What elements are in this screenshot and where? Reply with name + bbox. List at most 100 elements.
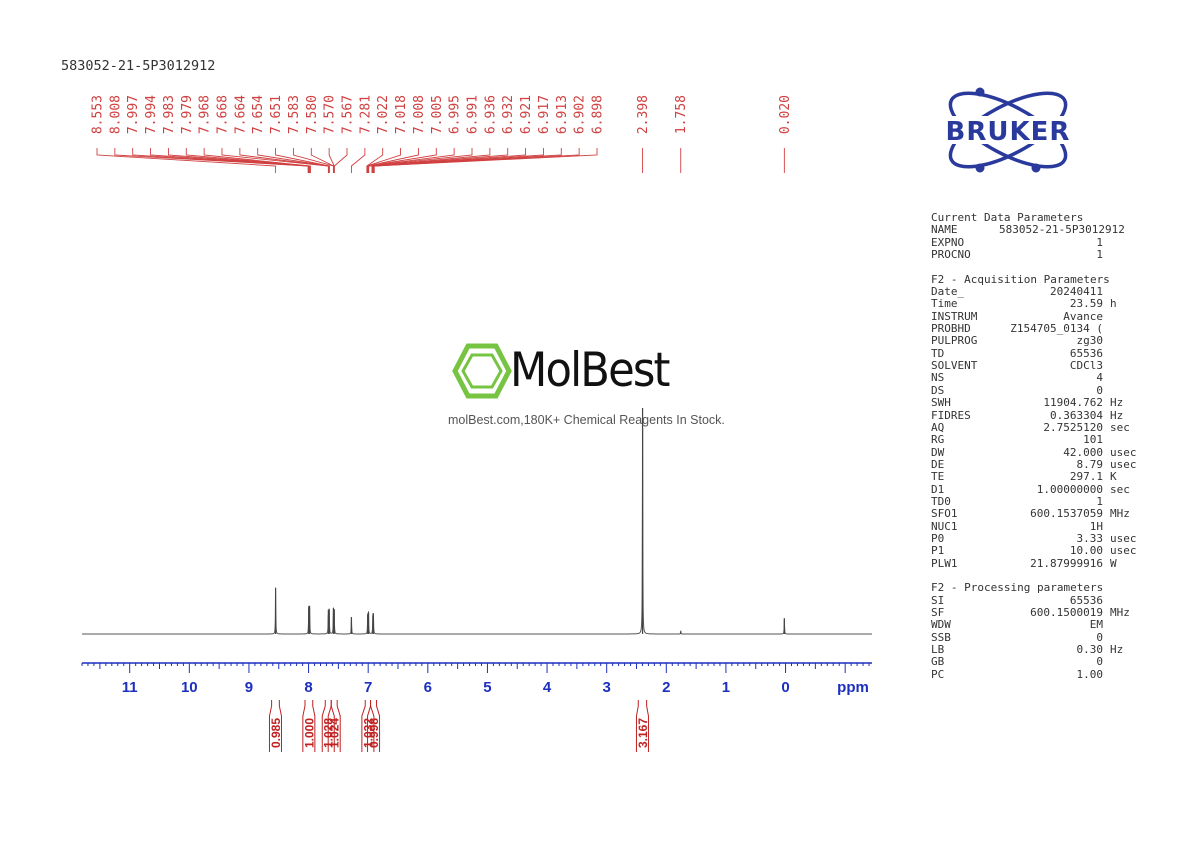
watermark-tagline: molBest.com,180K+ Chemical Reagents In S… [448, 413, 725, 427]
param-value: 600.1500019 [1030, 606, 1103, 619]
param-unit [1103, 323, 1110, 335]
param-value: 3.33 [1076, 531, 1104, 545]
peak-label: 7.008 [412, 95, 427, 134]
param-key: SF [931, 606, 945, 619]
integral-bracket [302, 700, 316, 752]
param-unit [1103, 656, 1110, 668]
peak-label: 7.005 [430, 95, 445, 134]
peak-label-leader [96, 148, 277, 173]
peak-label-leader [292, 148, 334, 173]
peak-label: 6.902 [573, 95, 588, 134]
param-key: FIDRES [931, 408, 971, 422]
sample-name: 583052-21-5P3012912 [61, 58, 216, 74]
param-row: DE 8.79 usec [931, 457, 1141, 471]
peak-label: 7.968 [198, 95, 213, 134]
bruker-logo-text: BRUKER [946, 117, 1071, 147]
peak-label: 8.008 [108, 95, 123, 134]
peak-label: 7.668 [216, 95, 231, 134]
molbest-watermark: MolBest molBest.com,180K+ Chemical Reage… [448, 343, 748, 433]
param-key: GB [931, 655, 945, 669]
param-row: EXPNO 1 [931, 236, 1141, 249]
x-tick-label: 9 [245, 679, 253, 696]
param-row: PULPROG zg30 [931, 334, 1141, 348]
param-unit: W [1110, 556, 1117, 570]
peak-label: 7.022 [376, 95, 391, 134]
peak-label: 6.991 [466, 95, 481, 134]
peak-label-leader [371, 148, 509, 173]
param-value: zg30 [1076, 334, 1104, 348]
param-unit: usec [1110, 544, 1137, 558]
param-unit: usec [1110, 457, 1137, 471]
param-value: 297.1 [1069, 470, 1103, 484]
param-key: PLW1 [931, 556, 958, 570]
param-key: PULPROG [931, 334, 978, 348]
peak-label-leader [185, 148, 311, 173]
peak-label: 6.913 [555, 95, 570, 134]
param-row: SSB 0 [931, 630, 1141, 644]
peak-label-leader [350, 148, 366, 173]
peak-label: 7.651 [269, 95, 284, 134]
peak-label: 7.567 [341, 95, 356, 134]
param-unit [1103, 669, 1110, 681]
param-row: P1 10.00 usec [931, 544, 1141, 558]
param-value: 4 [1096, 371, 1103, 385]
param-unit [1103, 434, 1110, 446]
peak-label: 6.898 [591, 95, 606, 134]
param-row: NUC1 1H [931, 520, 1141, 533]
peak-label: 6.921 [519, 95, 534, 134]
param-key: SWH [931, 396, 951, 410]
param-value: 1.00 [1076, 667, 1104, 681]
param-value: Avance [1063, 309, 1103, 323]
param-row: Time 23.59 h [931, 297, 1141, 311]
param-value: 23.59 [1069, 297, 1103, 311]
param-row: NS 4 [931, 371, 1141, 385]
param-unit: K [1110, 470, 1117, 484]
peak-label-leader [372, 148, 544, 173]
x-tick-label: 6 [424, 679, 432, 696]
param-unit [1103, 311, 1110, 323]
integral-label: 3.167 [636, 718, 650, 748]
param-unit: Hz [1110, 396, 1124, 410]
param-key: SSB [931, 630, 951, 644]
peak-label: 1.758 [674, 95, 689, 134]
peak-label: 7.983 [162, 95, 177, 134]
param-row: Date_ 20240411 [931, 285, 1141, 298]
param-row: AQ 2.7525120 sec [931, 420, 1141, 434]
x-axis: 11 10 9 8 7 6 5 4 3 2 1 0 ppm [81, 662, 872, 696]
param-unit: h [1110, 297, 1117, 311]
param-key: DE [931, 457, 945, 471]
peak-label: 7.570 [323, 95, 338, 134]
param-row: FIDRES 0.363304 Hz [931, 408, 1141, 422]
param-row: SOLVENT CDCl3 [931, 359, 1141, 373]
param-unit: Hz [1110, 408, 1124, 422]
processing-parameters: F2 - Processing parameters SI 65536 SF 600.… [931, 581, 1141, 681]
param-key: P0 [931, 531, 945, 545]
param-row: P0 3.33 usec [931, 531, 1141, 545]
param-value: 583052-21-5P3012912 [999, 223, 1125, 237]
param-row: NAME 583052-21-5P3012912 [931, 223, 1141, 237]
x-tick-label: 2 [662, 679, 670, 696]
param-unit: Hz [1110, 643, 1124, 657]
integral-label: 0.985 [269, 718, 283, 748]
param-value: 65536 [1069, 346, 1103, 360]
param-key: INSTRUM [931, 309, 978, 323]
param-unit [1103, 632, 1110, 644]
param-value: CDCl3 [1069, 359, 1103, 373]
param-key: SI [931, 593, 945, 607]
param-unit [1103, 521, 1110, 533]
param-row: TD0 1 [931, 495, 1141, 508]
param-unit [1103, 385, 1110, 397]
integral-label: 1.028 [322, 718, 336, 748]
param-row: D1 1.00000000 sec [931, 483, 1141, 496]
param-unit: MHz [1110, 507, 1130, 521]
param-value: 8.79 [1076, 457, 1104, 471]
param-row: WDW EM [931, 618, 1141, 631]
spectrum-trace [82, 427, 872, 635]
param-unit [1103, 335, 1110, 347]
param-key: P1 [931, 544, 945, 558]
param-value: 600.1537059 [1030, 507, 1103, 521]
peak-label: 7.979 [180, 95, 195, 134]
param-key: AQ [931, 420, 945, 434]
param-key: DS [931, 383, 945, 397]
